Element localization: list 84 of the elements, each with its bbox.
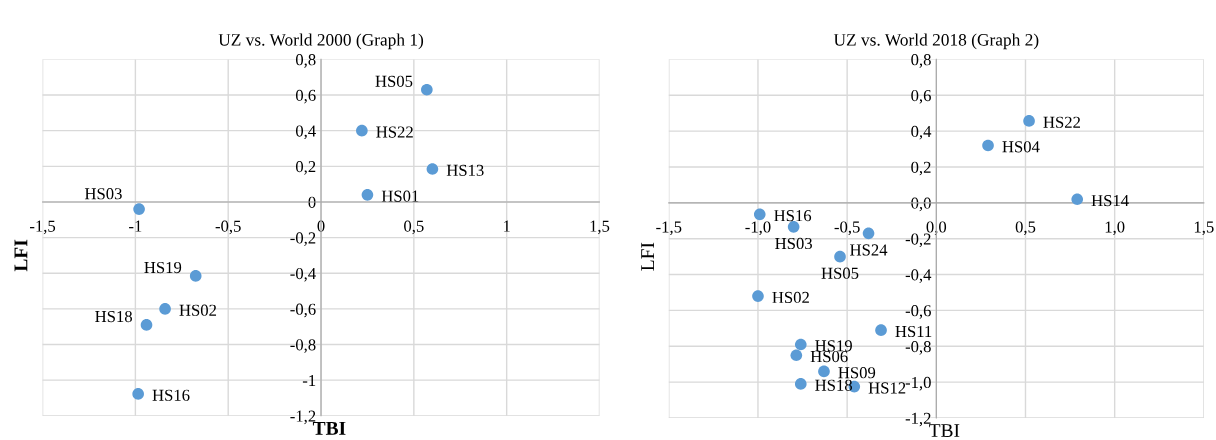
x-tick-label: -0,5 bbox=[215, 220, 241, 235]
annotation: HS09 bbox=[838, 367, 876, 379]
y-tick-label: 0,4 bbox=[911, 125, 932, 140]
x-tick-label: 1 bbox=[503, 220, 510, 232]
point bbox=[982, 139, 994, 152]
point bbox=[834, 250, 846, 263]
annotation: HS24 bbox=[850, 244, 888, 256]
point bbox=[790, 349, 803, 362]
x-tick-label: 1,5 bbox=[590, 220, 610, 235]
annotation: HS01 bbox=[381, 190, 419, 202]
annotation: HS05 bbox=[821, 267, 859, 279]
y-tick-label: -1,0 bbox=[905, 376, 931, 391]
annotation: HS02 bbox=[772, 291, 809, 304]
point bbox=[1023, 115, 1035, 127]
y-tick-label: 0,4 bbox=[295, 125, 316, 140]
point bbox=[794, 378, 807, 390]
y-tick-label: -0,4 bbox=[290, 267, 316, 282]
y-tick-label: 0,2 bbox=[295, 161, 316, 175]
x-tick-label: -1,0 bbox=[745, 221, 771, 236]
annotation: HS06 bbox=[810, 350, 848, 363]
annotation: HS19 bbox=[815, 340, 852, 352]
point bbox=[356, 124, 368, 137]
x-tick-label: -1 bbox=[129, 220, 142, 232]
x-tick-label: 1,0 bbox=[1105, 221, 1125, 236]
y-tick-label: -0,2 bbox=[290, 232, 316, 246]
point bbox=[133, 203, 145, 215]
point bbox=[159, 303, 171, 315]
x-tick-label: 0 bbox=[317, 220, 325, 232]
annotation: HS18 bbox=[95, 310, 132, 323]
annotation: HS03 bbox=[775, 237, 812, 250]
x-tick-label: 0,0 bbox=[926, 221, 947, 236]
y-tick-label: 0 bbox=[308, 196, 316, 208]
annotation: HS12 bbox=[868, 382, 906, 394]
annotation: HS22 bbox=[376, 126, 413, 138]
y-tick-label: -0,8 bbox=[290, 339, 316, 353]
annotation: HS19 bbox=[144, 261, 182, 274]
point bbox=[361, 189, 374, 201]
point bbox=[421, 83, 433, 96]
point bbox=[875, 324, 887, 336]
x-tick-label: 0,5 bbox=[404, 220, 424, 235]
x-tick-label: -0,5 bbox=[834, 221, 860, 236]
annotation: HS16 bbox=[774, 210, 812, 222]
annotation: HS14 bbox=[1091, 195, 1129, 207]
x-tick-label: -1,5 bbox=[656, 221, 682, 236]
point bbox=[818, 365, 830, 378]
y-tick-label: -0,6 bbox=[290, 303, 316, 318]
y-axis-title: LFI bbox=[641, 242, 654, 271]
y-tick-label: 0,0 bbox=[911, 197, 931, 212]
y-tick-label: 0,8 bbox=[295, 54, 316, 68]
point bbox=[794, 338, 807, 351]
chart-title: UZ vs. World 2000 (Graph 1) bbox=[218, 33, 424, 50]
x-tick-label: 1,5 bbox=[1194, 221, 1214, 236]
annotation: HS03 bbox=[84, 188, 122, 200]
y-axis-title: LFI bbox=[14, 239, 28, 272]
y-tick-label: -1,2 bbox=[905, 412, 931, 427]
annotation: HS05 bbox=[375, 75, 413, 87]
x-tick-label: 0,5 bbox=[1015, 221, 1036, 236]
annotation: HS13 bbox=[446, 164, 484, 176]
point bbox=[132, 388, 144, 400]
y-tick-label: 0,6 bbox=[295, 89, 316, 104]
point bbox=[1071, 193, 1084, 206]
point bbox=[787, 221, 800, 233]
point bbox=[189, 270, 202, 282]
chart-title: UZ vs. World 2018 (Graph 2) bbox=[833, 33, 1039, 50]
point bbox=[140, 319, 153, 331]
x-tick-label: -1,5 bbox=[29, 220, 56, 235]
point bbox=[753, 208, 766, 221]
y-tick-label: 0,6 bbox=[911, 89, 931, 104]
x-axis-title: TBI bbox=[929, 424, 960, 437]
y-tick-label: -0,6 bbox=[905, 305, 931, 319]
annotation: HS11 bbox=[895, 325, 932, 338]
point bbox=[752, 290, 764, 302]
y-tick-label: 0,2 bbox=[911, 161, 931, 176]
annotation: HS02 bbox=[179, 304, 217, 316]
y-tick-label: -0,4 bbox=[905, 269, 932, 283]
y-tick-label: -1 bbox=[302, 374, 316, 386]
y-tick-label: -0,2 bbox=[905, 233, 931, 248]
y-tick-label: 0,8 bbox=[911, 54, 931, 68]
point bbox=[862, 227, 875, 240]
annotation: HS22 bbox=[1043, 116, 1080, 128]
annotation: HS16 bbox=[152, 389, 190, 401]
point bbox=[426, 163, 439, 175]
annotation: HS04 bbox=[1002, 141, 1040, 153]
y-tick-label: -0,8 bbox=[905, 340, 931, 355]
